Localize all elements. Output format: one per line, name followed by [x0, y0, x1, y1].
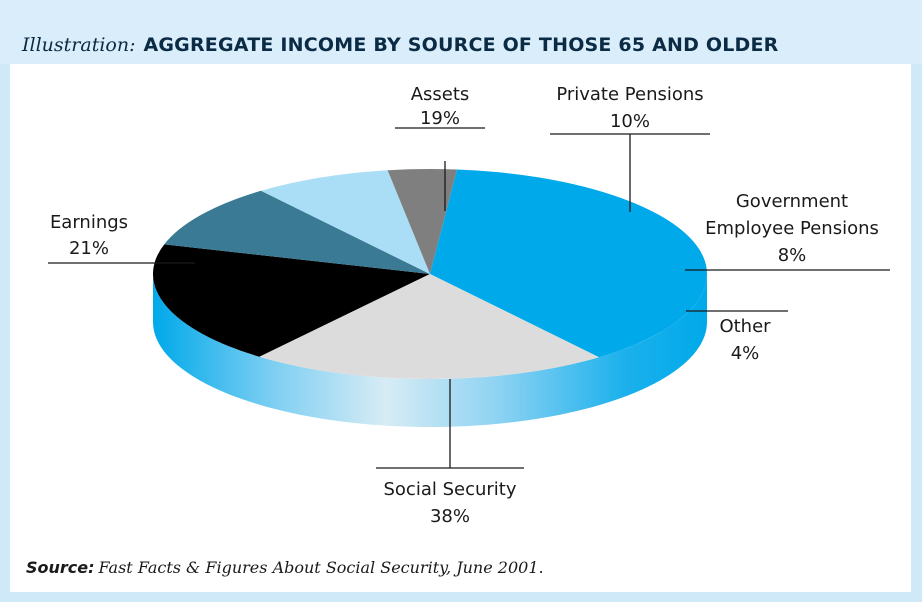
slice-social-security — [430, 169, 708, 358]
pie-side-wall — [153, 274, 707, 427]
chart-panel: Assets 19% Private Pensions 10% Government Em… — [10, 64, 911, 592]
slice-earnings — [259, 274, 600, 379]
value-label-social-security: 38% — [430, 506, 470, 527]
title-text: AGGREGATE INCOME BY SOURCE OF THOSE 65 A… — [143, 34, 779, 56]
slice-assets — [152, 244, 430, 357]
slice-label-government-employee-pensions: Government — [736, 191, 848, 212]
figure-title: Illustration: AGGREGATE INCOME BY SOURCE … — [22, 34, 779, 56]
value-label-private-pensions: 10% — [610, 111, 650, 132]
value-label-other: 4% — [731, 343, 760, 364]
pie-chart: Assets 19% Private Pensions 10% Government Em… — [48, 84, 890, 527]
slice-label-private-pensions: Private Pensions — [556, 84, 703, 105]
figure-header — [0, 0, 922, 64]
value-label-government-employee-pensions: 8% — [778, 245, 807, 266]
slice-government-employee-pensions — [260, 170, 430, 274]
slice-other — [387, 169, 458, 274]
value-label-earnings: 21% — [69, 238, 109, 259]
slice-label-earnings: Earnings — [50, 212, 128, 233]
source-text: Fast Facts & Figures About Social Securi… — [98, 558, 544, 577]
slice-label-social-security: Social Security — [383, 479, 516, 500]
source-note: Source: Fast Facts & Figures About Social… — [26, 558, 544, 577]
slice-label-government-employee-pensions: Employee Pensions — [705, 218, 879, 239]
slice-label-assets: Assets — [411, 84, 470, 105]
slice-private-pensions — [164, 190, 430, 274]
source-label: Source: — [26, 558, 95, 577]
value-label-assets: 19% — [420, 108, 460, 129]
title-lead: Illustration: — [22, 34, 136, 56]
slice-label-other: Other — [719, 316, 771, 337]
